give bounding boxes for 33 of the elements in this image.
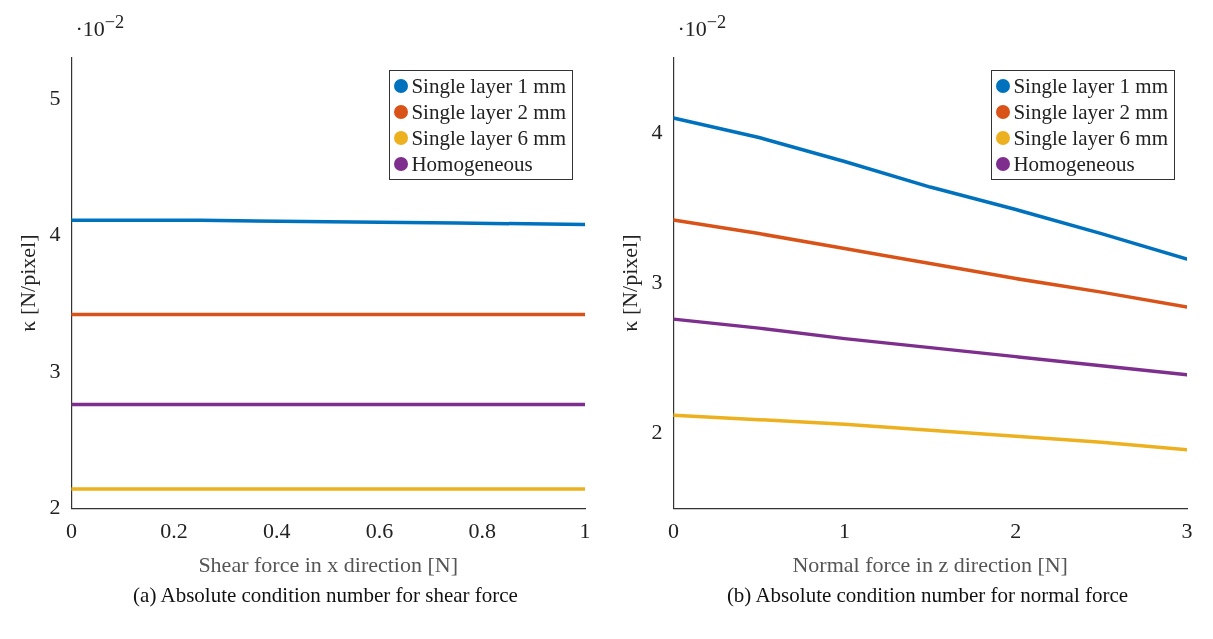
legend-label: Single layer 6 mm (1013, 125, 1168, 151)
text: ·10$^{−2}$ (75, 12, 125, 43)
y-tick-label: 4 (651, 118, 663, 144)
y-tick-label: 2 (651, 418, 663, 444)
legend-label: Single layer 2 mm (1013, 99, 1168, 125)
x-tick-label: 0.8 (468, 518, 497, 544)
legend-label: Homogeneous (411, 151, 533, 177)
x-tick-label: 0.2 (160, 518, 188, 544)
y-axis-title: κ [N/pixel] (616, 234, 642, 332)
y-tick-label: 4 (49, 221, 61, 247)
y-tick-label: 5 (49, 84, 61, 110)
x-tick-label: 3 (1181, 518, 1193, 544)
x-tick-label: 1 (839, 518, 851, 544)
y-tick-label: 2 (49, 493, 61, 519)
x-tick-label: 1 (579, 518, 591, 544)
legend-label: Single layer 2 mm (411, 99, 566, 125)
x-tick-label: 2 (1010, 518, 1022, 544)
legend-label: Homogeneous (1013, 151, 1135, 177)
legend-label: Single layer 1 mm (1013, 73, 1168, 99)
x-tick-label: 0 (667, 518, 679, 544)
legend-label: Single layer 1 mm (411, 73, 566, 99)
x-tick-label: 0.6 (365, 518, 394, 544)
y-axis-title: κ [N/pixel] (14, 234, 40, 332)
text: (a) Absolute condition number for shear force (132, 583, 519, 608)
x-tick-label: 0 (65, 518, 77, 544)
text: ·10$^{−2}$ (677, 12, 727, 43)
text: (b) Absolute condition number for normal force (725, 583, 1130, 608)
y-tick-label: 3 (49, 357, 61, 383)
x-axis-title: Shear force in x direction [N] (198, 551, 459, 577)
y-tick-label: 3 (651, 268, 663, 294)
legend-label: Single layer 6 mm (411, 125, 566, 151)
x-tick-label: 0.4 (263, 518, 291, 544)
x-axis-title: Normal force in z direction [N] (792, 551, 1068, 577)
